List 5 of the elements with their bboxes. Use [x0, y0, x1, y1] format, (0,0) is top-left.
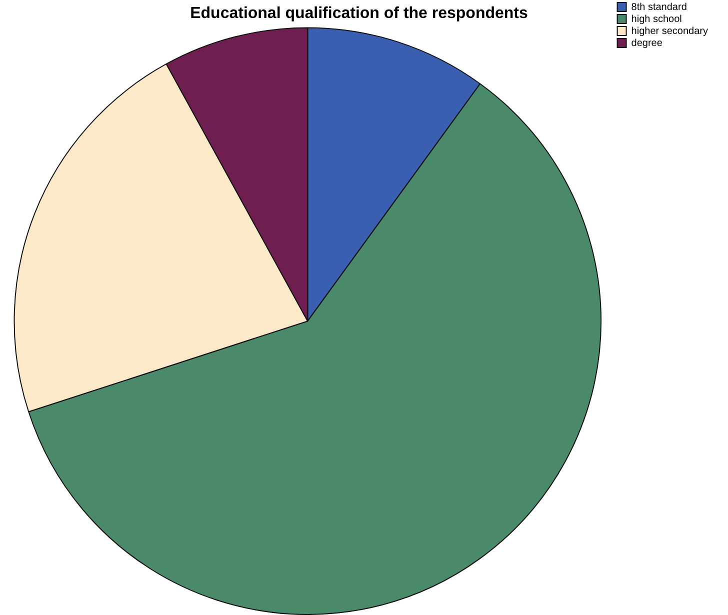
chart-title: Educational qualification of the respondents: [190, 5, 528, 22]
legend-label: 8th standard: [631, 2, 687, 13]
legend-label: higher secondary: [631, 26, 708, 37]
legend-label: degree: [631, 38, 663, 49]
legend-label: high school: [631, 14, 682, 25]
